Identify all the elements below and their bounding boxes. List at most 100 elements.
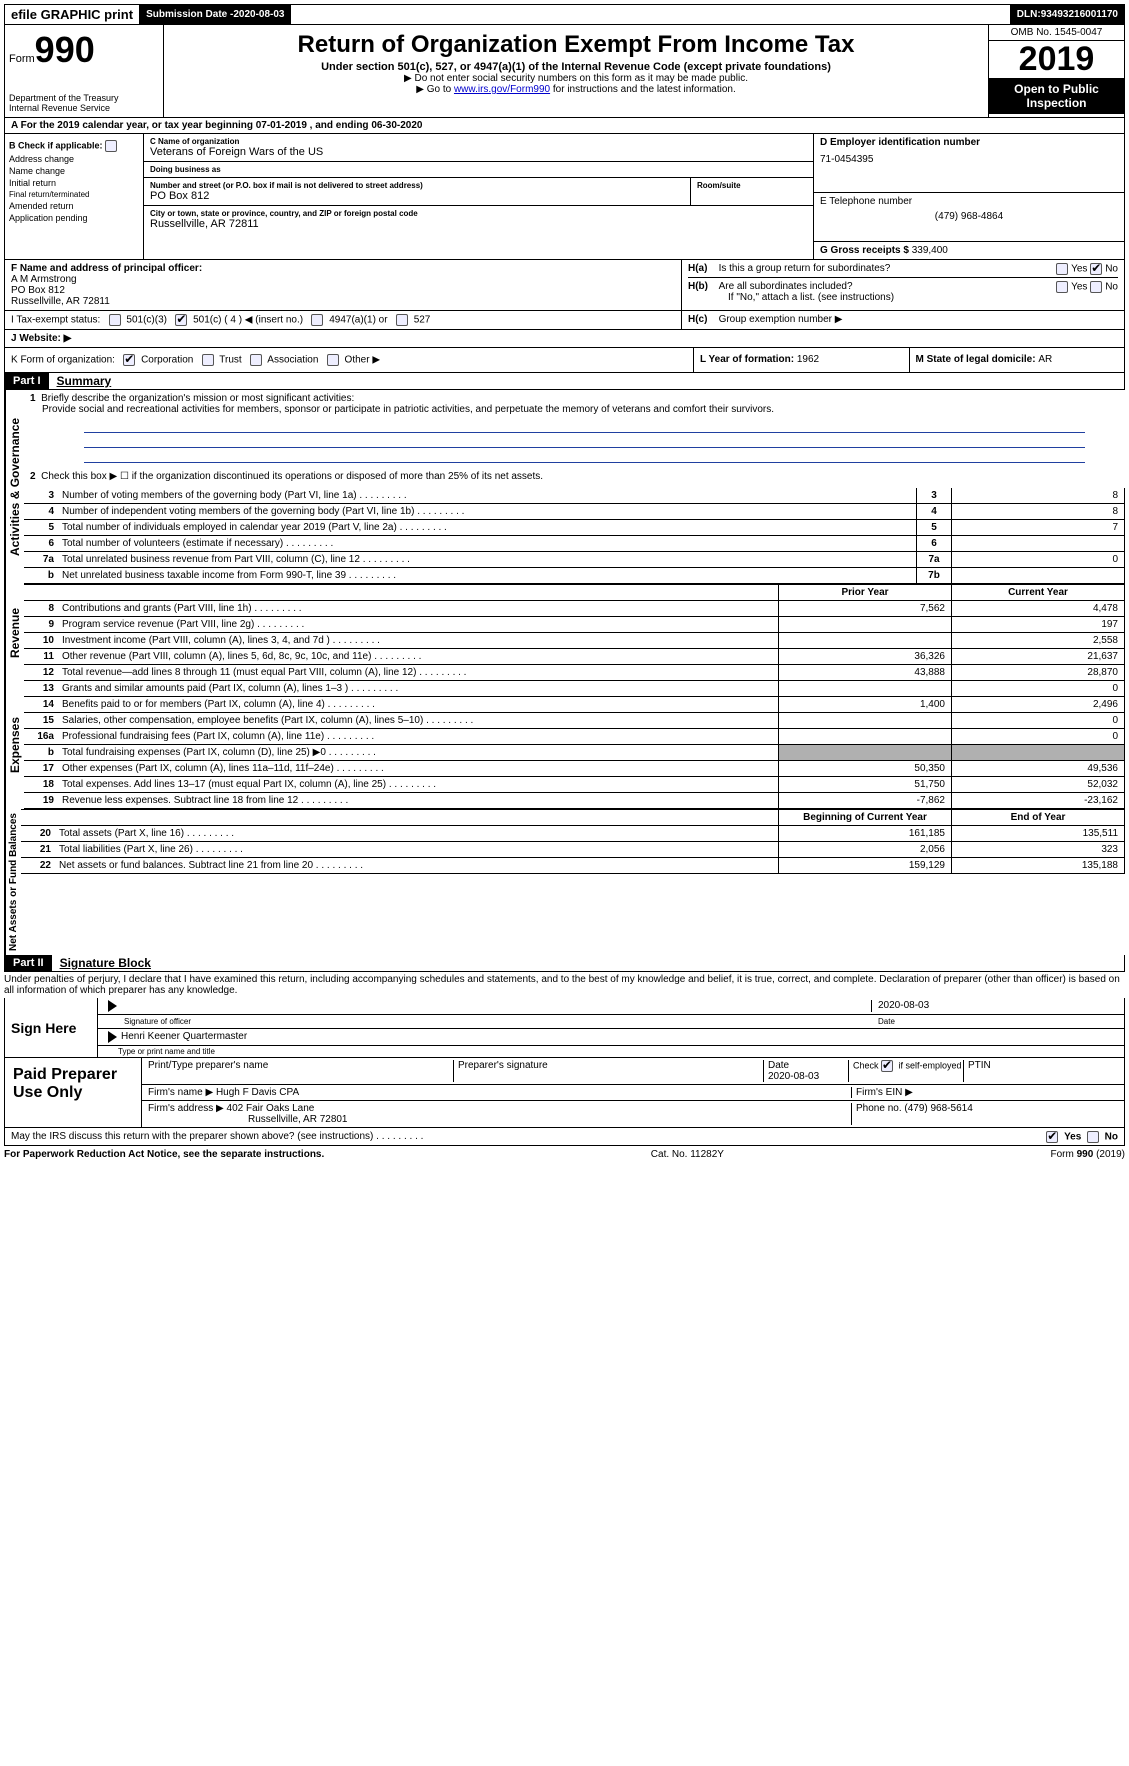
discuss-row: May the IRS discuss this return with the… <box>4 1128 1125 1146</box>
data-row: 12Total revenue—add lines 8 through 11 (… <box>24 665 1125 681</box>
gov-row: 4Number of independent voting members of… <box>24 504 1125 520</box>
gross-label: G Gross receipts $ <box>820 245 912 256</box>
q2-row: 2 Check this box ▶ ☐ if the organization… <box>24 465 1125 488</box>
top-bar: efile GRAPHIC print Submission Date - 20… <box>4 4 1125 25</box>
checkbox-applicable[interactable] <box>105 140 117 152</box>
note2-post: for instructions and the latest informat… <box>550 84 736 95</box>
part2-tag: Part II <box>5 955 52 971</box>
org-name-label: C Name of organization <box>150 137 807 146</box>
dln-label: DLN: <box>1017 9 1041 20</box>
firm-addr1: 402 Fair Oaks Lane <box>227 1103 315 1114</box>
form-990: 990 <box>35 29 95 70</box>
gov-row: 5Total number of individuals employed in… <box>24 520 1125 536</box>
hb-no-cb[interactable] <box>1090 281 1102 293</box>
note-link: ▶ Go to www.irs.gov/Form990 for instruct… <box>168 84 984 95</box>
part2-header: Part II Signature Block <box>4 955 1125 972</box>
form-prefix: Form <box>9 53 35 65</box>
l-val: 1962 <box>797 354 819 365</box>
name-title-lbl: Type or print name and title <box>98 1046 1124 1057</box>
firm-name: Hugh F Davis CPA <box>216 1087 299 1098</box>
sig-date: 2020-08-03 <box>871 1000 1118 1012</box>
street-value: PO Box 812 <box>150 190 684 202</box>
firm-name-row: Firm's name ▶ Hugh F Davis CPA Firm's EI… <box>142 1085 1124 1101</box>
gov-row: bNet unrelated business taxable income f… <box>24 568 1125 584</box>
mission-rule3 <box>84 450 1085 463</box>
gov-row: 6Total number of volunteers (estimate if… <box>24 536 1125 552</box>
ha-yn: Yes No <box>1056 263 1118 275</box>
col-prior: Prior Year <box>778 585 951 600</box>
firm-addr2: Russellville, AR 72801 <box>148 1114 348 1125</box>
org-name-cell: C Name of organization Veterans of Forei… <box>144 134 813 162</box>
data-row: 9Program service revenue (Part VIII, lin… <box>24 617 1125 633</box>
prep-date-val: 2020-08-03 <box>768 1071 819 1082</box>
irs-link[interactable]: www.irs.gov/Form990 <box>454 84 550 95</box>
cb-4947[interactable] <box>311 314 323 326</box>
cb-trust[interactable] <box>202 354 214 366</box>
data-row: 11Other revenue (Part VIII, column (A), … <box>24 649 1125 665</box>
cb-assoc[interactable] <box>250 354 262 366</box>
discuss-no-cb[interactable] <box>1087 1131 1099 1143</box>
discuss-text: May the IRS discuss this return with the… <box>11 1131 373 1142</box>
note2-pre: ▶ Go to <box>416 84 454 95</box>
prep-ptin: PTIN <box>963 1060 1118 1082</box>
hc-text: Group exemption number ▶ <box>719 314 843 325</box>
m-val: AR <box>1038 354 1052 365</box>
part1-header: Part I Summary <box>4 373 1125 390</box>
cb-501c3[interactable] <box>109 314 121 326</box>
header-mid: Return of Organization Exempt From Incom… <box>164 25 988 117</box>
cb-corp[interactable] <box>123 354 135 366</box>
part1-tag: Part I <box>5 373 49 389</box>
phone-label: E Telephone number <box>820 196 1118 207</box>
hc-row: H(c) Group exemption number ▶ <box>682 311 1124 329</box>
cb-501c[interactable] <box>175 314 187 326</box>
part1-title: Summary <box>49 374 112 388</box>
f-label: F Name and address of principal officer: <box>11 263 202 274</box>
expenses-block: Expenses 13Grants and similar amounts pa… <box>4 681 1125 809</box>
prep-date-lbl: Date <box>768 1060 789 1071</box>
col-b-heading: B Check if applicable: <box>9 140 139 152</box>
ha-yes-cb[interactable] <box>1056 263 1068 275</box>
org-name: Veterans of Foreign Wars of the US <box>150 146 807 158</box>
h-block: H(a) Is this a group return for subordin… <box>682 260 1124 310</box>
cb-selfemp[interactable] <box>881 1060 893 1072</box>
hb-text: Are all subordinates included? <box>719 281 853 292</box>
net-header: Beginning of Current Year End of Year <box>21 809 1125 826</box>
gross-value: 339,400 <box>912 245 948 256</box>
irs-label: Internal Revenue Service <box>9 103 159 113</box>
row-klm: K Form of organization: Corporation Trus… <box>4 348 1125 373</box>
opt-4947: 4947(a)(1) or <box>329 315 387 326</box>
open-to-public: Open to Public Inspection <box>989 78 1124 114</box>
ha-no-cb[interactable] <box>1090 263 1102 275</box>
form-header: Form990 Department of the Treasury Inter… <box>4 25 1125 118</box>
i-label: I Tax-exempt status: <box>11 315 100 326</box>
row-j-website: J Website: ▶ <box>4 330 1125 348</box>
side-activities: Activities & Governance <box>5 390 24 584</box>
rev-lines: Prior Year Current Year 8Contributions a… <box>24 584 1125 681</box>
prep-selfemp: Check if self-employed <box>848 1060 963 1082</box>
street-row: Number and street (or P.O. box if mail i… <box>144 178 813 206</box>
cb-527[interactable] <box>396 314 408 326</box>
q1-num: 1 <box>30 393 36 404</box>
mission-text: Provide social and recreational activiti… <box>30 404 774 415</box>
cb-final-return: Final return/terminated <box>9 190 139 199</box>
preparer-header-row: Print/Type preparer's name Preparer's si… <box>142 1058 1124 1085</box>
col-current: Current Year <box>951 585 1124 600</box>
l-label: L Year of formation: <box>700 354 797 365</box>
discuss-yes-cb[interactable] <box>1046 1131 1058 1143</box>
line-a-tax-year: A For the 2019 calendar year, or tax yea… <box>4 118 1125 134</box>
phone-cell: E Telephone number (479) 968-4864 <box>814 193 1124 242</box>
net-lines: Beginning of Current Year End of Year 20… <box>21 809 1125 955</box>
cb-other[interactable] <box>327 354 339 366</box>
paid-preparer-block: Paid Preparer Use Only Print/Type prepar… <box>4 1058 1125 1128</box>
state-domicile: M State of legal domicile: AR <box>910 348 1125 372</box>
dy: Yes <box>1064 1132 1081 1143</box>
topbar-spacer <box>291 5 1010 24</box>
sig-officer-labels: Signature of officer Date <box>98 1015 1124 1029</box>
no-lbl: No <box>1105 264 1118 275</box>
prep-col1: Print/Type preparer's name <box>148 1060 453 1082</box>
opt-501c-post: ) ◀ (insert no.) <box>236 315 303 326</box>
f-addr1: PO Box 812 <box>11 285 65 296</box>
city-value: Russellville, AR 72811 <box>150 218 807 230</box>
data-row: 14Benefits paid to or for members (Part … <box>24 697 1125 713</box>
hb-yes-cb[interactable] <box>1056 281 1068 293</box>
